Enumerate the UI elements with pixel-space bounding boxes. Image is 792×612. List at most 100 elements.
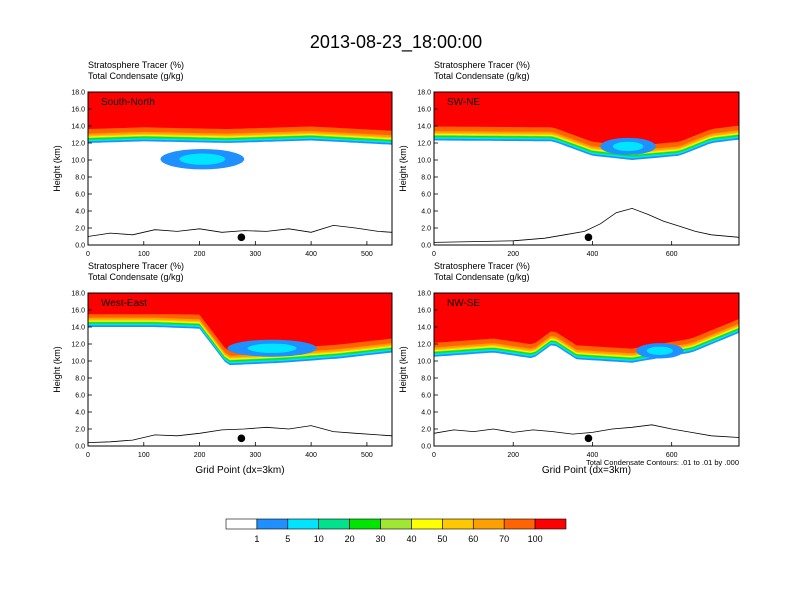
colorbar-swatch [534, 518, 567, 530]
x-tick-label: 200 [194, 251, 206, 258]
x-axis-label: Grid Point (dx=3km) [195, 465, 284, 476]
location-marker [237, 434, 246, 443]
x-tick-label: 300 [249, 452, 261, 459]
y-axis-label: Height (km) [398, 145, 408, 192]
panel-title-tracer: Stratosphere Tracer (%) [434, 261, 530, 271]
panel-sw-ne: Stratosphere Tracer (%)Total Condensate … [398, 60, 740, 258]
x-tick-label: 200 [194, 452, 206, 459]
y-tick-label: 14.0 [71, 325, 85, 332]
colorbar-swatch [256, 518, 289, 530]
terrain-line [433, 424, 740, 438]
y-tick-label: 8.0 [421, 175, 431, 182]
colorbar-label: 50 [437, 534, 447, 544]
y-tick-label: 16.0 [71, 107, 85, 114]
y-tick-label: 4.0 [75, 410, 85, 417]
x-tick-label: 400 [305, 452, 317, 459]
colorbar-label: 40 [406, 534, 416, 544]
y-tick-label: 0.0 [75, 444, 85, 451]
colorbar-label: 60 [468, 534, 478, 544]
colorbar-swatch [318, 518, 350, 530]
y-tick-label: 14.0 [417, 325, 431, 332]
y-tick-label: 8.0 [421, 376, 431, 383]
y-tick-label: 6.0 [421, 393, 431, 400]
x-tick-label: 0 [86, 452, 90, 459]
y-tick-label: 8.0 [75, 175, 85, 182]
y-axis-label: Height (km) [52, 346, 62, 393]
panel-nw-se: Stratosphere Tracer (%)Total Condensate … [398, 261, 740, 476]
panel-label: South-North [101, 97, 155, 108]
terrain-line [87, 224, 393, 237]
colorbar-swatch [411, 518, 443, 530]
y-tick-label: 12.0 [417, 342, 431, 349]
y-tick-label: 4.0 [421, 209, 431, 216]
panel-title-condensate: Total Condensate (g/kg) [434, 71, 530, 81]
colorbar-swatch [472, 518, 505, 530]
y-tick-label: 6.0 [75, 393, 85, 400]
panel-label: SW-NE [447, 97, 480, 108]
plot-frame [433, 292, 740, 447]
x-tick-label: 0 [86, 251, 90, 258]
location-marker [237, 233, 246, 242]
x-tick-label: 400 [587, 251, 599, 258]
panel-south-north: Stratosphere Tracer (%)Total Condensate … [52, 60, 393, 258]
colorbar-label: 20 [345, 534, 355, 544]
x-tick-label: 400 [305, 251, 317, 258]
colorbar-swatch [287, 518, 320, 530]
colorbar-swatch [225, 518, 258, 530]
y-tick-label: 0.0 [75, 243, 85, 250]
x-tick-label: 200 [507, 452, 519, 459]
x-tick-label: 100 [138, 251, 150, 258]
y-tick-label: 16.0 [417, 107, 431, 114]
y-tick-label: 14.0 [71, 124, 85, 131]
panel-title-condensate: Total Condensate (g/kg) [434, 272, 530, 282]
x-tick-label: 200 [507, 251, 519, 258]
y-tick-label: 10.0 [71, 359, 85, 366]
tracer-blob-2 [247, 343, 297, 353]
colorbar-swatch [503, 518, 536, 530]
panel-title-tracer: Stratosphere Tracer (%) [434, 60, 530, 70]
y-tick-label: 18.0 [71, 90, 85, 97]
x-tick-label: 100 [138, 452, 150, 459]
x-tick-label: 400 [587, 452, 599, 459]
x-tick-label: 500 [361, 251, 373, 258]
y-tick-label: 18.0 [71, 291, 85, 298]
y-tick-label: 6.0 [421, 192, 431, 199]
panel-title-tracer: Stratosphere Tracer (%) [88, 261, 184, 271]
y-tick-label: 6.0 [75, 192, 85, 199]
tracer-top-band [434, 293, 739, 315]
terrain-line [433, 207, 740, 243]
x-tick-label: 0 [432, 452, 436, 459]
colorbar-swatch [442, 518, 474, 530]
y-tick-label: 8.0 [75, 376, 85, 383]
panel-title-tracer: Stratosphere Tracer (%) [88, 60, 184, 70]
figure-title: 2013-08-23_18:00:00 [310, 32, 482, 53]
panel-title-condensate: Total Condensate (g/kg) [88, 272, 184, 282]
contour-footnote: Total Condensate Contours: .01 to .01 by… [586, 458, 739, 467]
y-axis-label: Height (km) [398, 346, 408, 393]
y-tick-label: 2.0 [75, 427, 85, 434]
y-tick-label: 18.0 [417, 90, 431, 97]
tracer-blob-2 [646, 346, 673, 356]
y-tick-label: 10.0 [417, 158, 431, 165]
y-tick-label: 10.0 [417, 359, 431, 366]
y-tick-label: 0.0 [421, 243, 431, 250]
terrain-line [87, 425, 393, 443]
y-tick-label: 2.0 [75, 226, 85, 233]
y-tick-label: 18.0 [417, 291, 431, 298]
x-tick-label: 600 [666, 251, 678, 258]
x-axis-label: Grid Point (dx=3km) [542, 465, 631, 476]
y-tick-label: 12.0 [417, 141, 431, 148]
colorbar-label: 5 [285, 534, 290, 544]
colorbar-label: 1 [254, 534, 259, 544]
location-marker [584, 233, 593, 242]
plot-frame [87, 292, 393, 447]
location-marker [584, 434, 593, 443]
tracer-blob-2 [179, 153, 226, 165]
tracer-top-band [88, 293, 392, 315]
y-tick-label: 16.0 [417, 308, 431, 315]
y-tick-label: 12.0 [71, 342, 85, 349]
colorbar-label: 30 [376, 534, 386, 544]
y-tick-label: 14.0 [417, 124, 431, 131]
y-tick-label: 12.0 [71, 141, 85, 148]
y-tick-label: 0.0 [421, 444, 431, 451]
